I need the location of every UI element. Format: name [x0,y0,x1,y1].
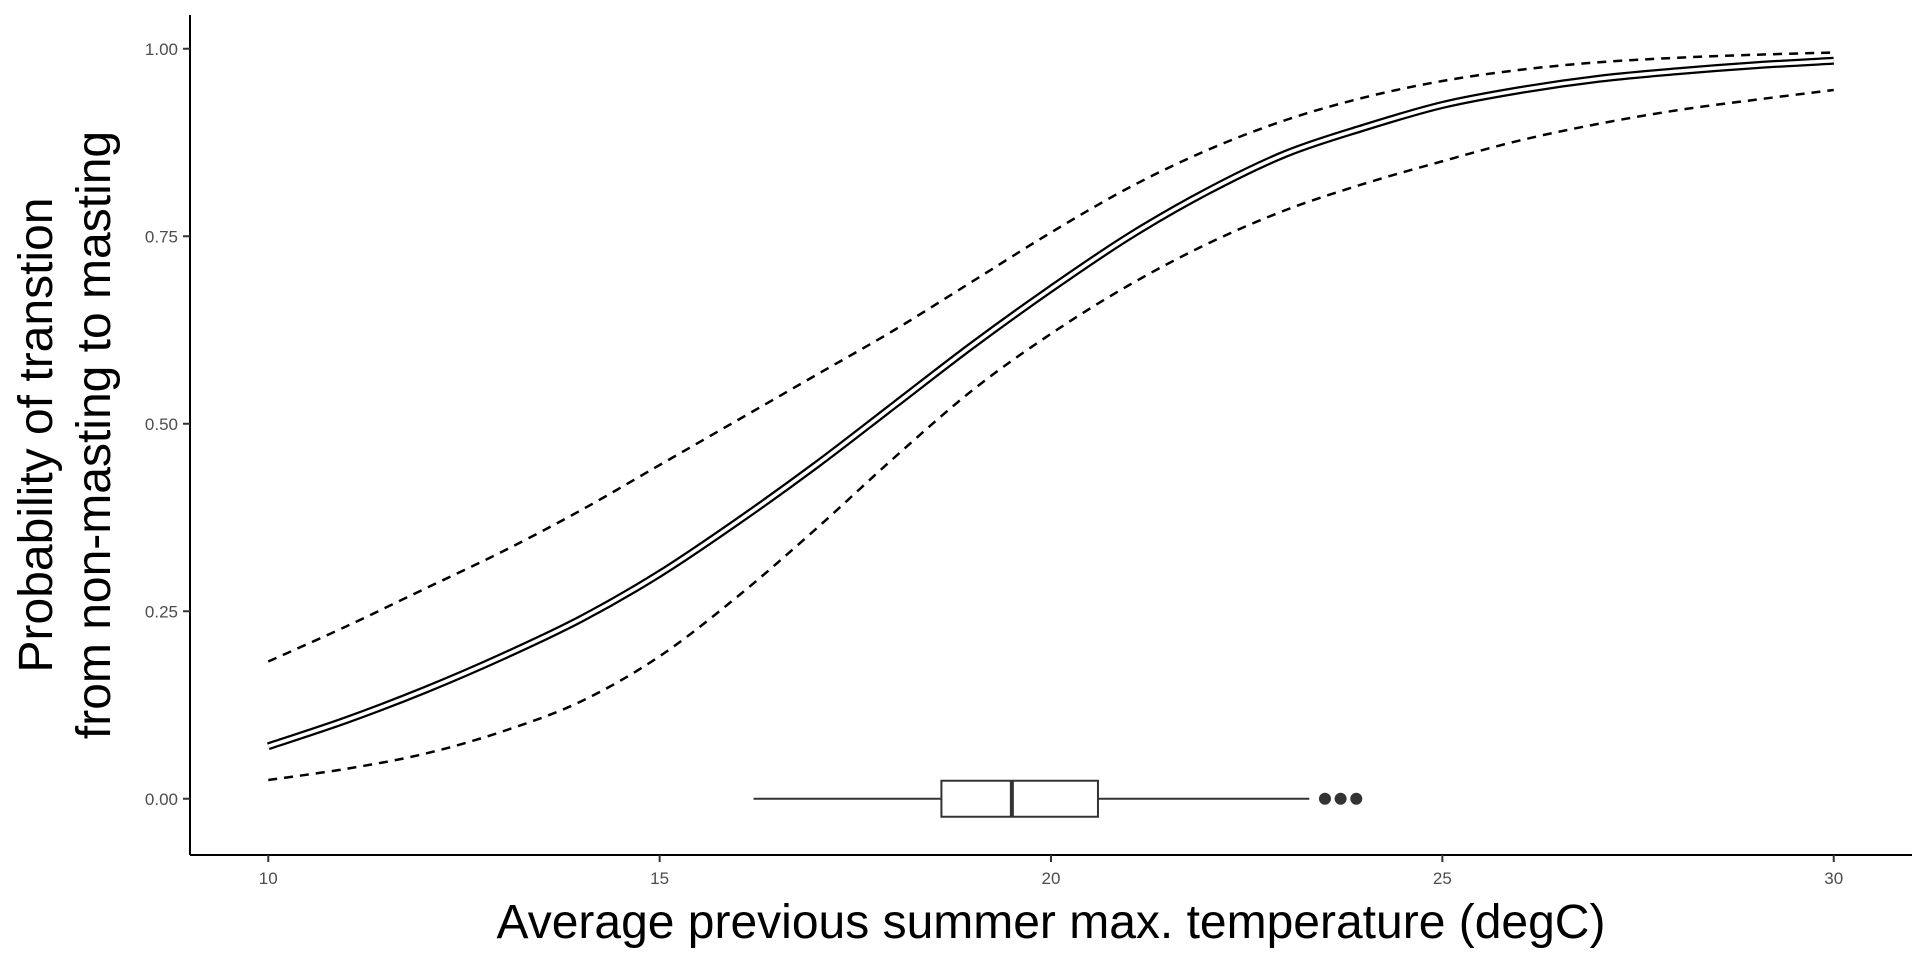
x-axis-title: Average previous summer max. temperature… [497,896,1606,949]
boxplot [753,779,1363,818]
series-layer [267,51,1834,782]
fit-line-inner [267,59,1834,748]
upper-ci-line [267,51,1834,663]
boxplot-outlier [1318,792,1331,805]
y-tick-label: 0.75 [145,227,178,246]
x-tick-label: 10 [259,869,278,888]
y-tick-label: 1.00 [145,40,178,59]
y-tick-label: 0.50 [145,415,178,434]
ticks: 10 15 20 25 30 0.00 0.25 0.50 0.75 1.00 [145,40,1843,888]
x-tick-label: 25 [1433,869,1452,888]
boxplot-outlier [1350,792,1363,805]
y-tick-label: 0.25 [145,602,178,621]
y-tick-label: 0.00 [145,790,178,809]
x-tick-label: 20 [1042,869,1061,888]
boxplot-outlier [1334,792,1347,805]
y-axis-title-line2: from non-masting to masting [68,131,121,739]
y-axis-title-line1: Probability of transtion [10,198,63,673]
boxplot-box [940,779,1099,818]
axes [189,15,1912,856]
x-tick-label: 30 [1824,869,1843,888]
lower-ci-line [268,88,1834,782]
fit-line-outer [267,56,1834,751]
x-tick-label: 15 [650,869,669,888]
